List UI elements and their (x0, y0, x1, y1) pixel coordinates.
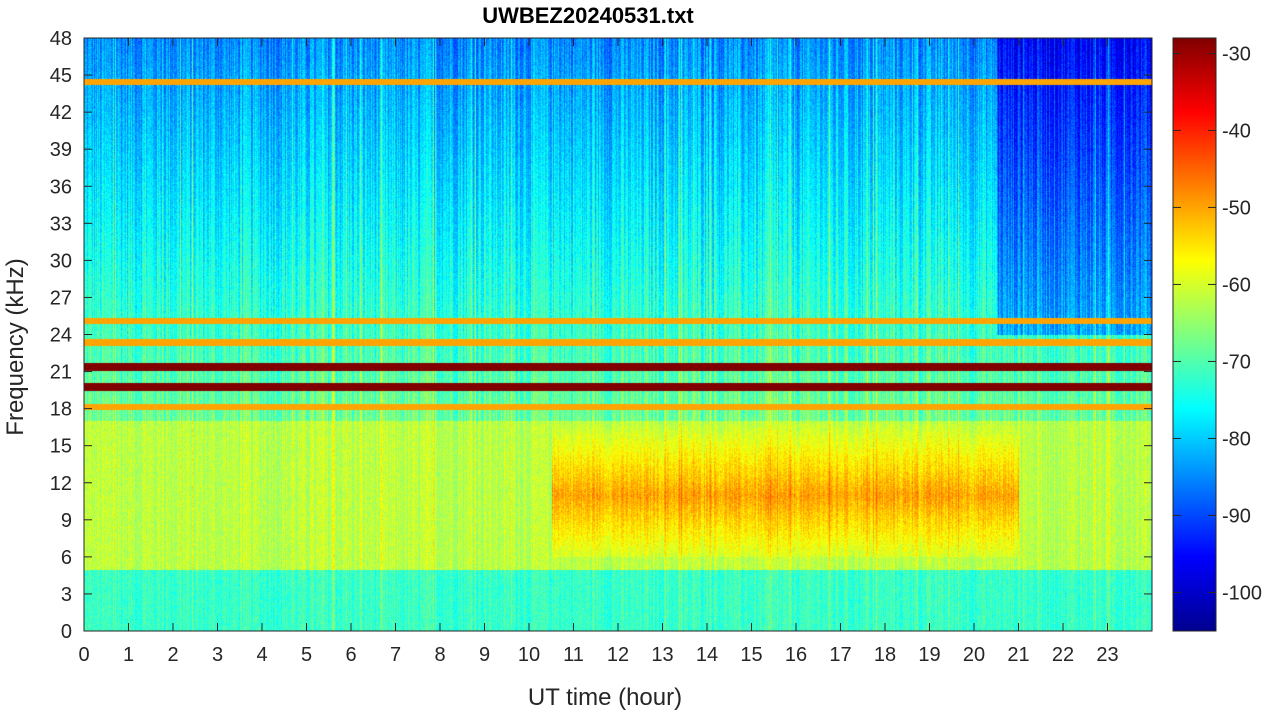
y-tick-label: 15 (50, 436, 72, 458)
x-tick-label: 0 (78, 644, 89, 666)
x-tick-label: 14 (696, 644, 718, 666)
plot-area (83, 37, 1153, 632)
x-tick-label: 12 (607, 644, 629, 666)
colorbar-tick-label: -70 (1222, 351, 1251, 373)
colorbar-tick-label: -30 (1222, 43, 1251, 65)
colorbar-gradient (1173, 38, 1216, 631)
y-tick-label: 21 (50, 362, 72, 384)
colorbar-frame (1172, 37, 1217, 632)
colorbar-tick-label: -60 (1222, 274, 1251, 296)
x-axis-title: UT time (hour) (528, 684, 682, 711)
x-tick-label: 7 (390, 644, 401, 666)
x-tick-label: 13 (651, 644, 673, 666)
x-tick-label: 1 (123, 644, 134, 666)
x-tick-label: 9 (479, 644, 490, 666)
x-tick-label: 19 (918, 644, 940, 666)
x-tick-label: 21 (1007, 644, 1029, 666)
x-tick-label: 10 (518, 644, 540, 666)
y-tick-label: 27 (50, 287, 72, 309)
colorbar: -30 -40 -50 -60 -70 -80 -90 -100 (1172, 37, 1262, 632)
chart-title: UWBEZ20240531.txt (482, 3, 694, 28)
y-tick-label: 39 (50, 139, 72, 161)
x-tick-label: 11 (563, 644, 584, 666)
x-tick-label: 17 (829, 644, 851, 666)
y-tick-label: 18 (50, 399, 72, 421)
y-axis-title: Frequency (kHz) (2, 258, 29, 435)
y-tick-label: 3 (61, 584, 72, 606)
x-axis: 0 1 2 3 4 5 6 7 8 9 10 11 12 13 14 15 16 17 18 19 20 21 22 23 (78, 38, 1119, 666)
x-tick-label: 20 (963, 644, 985, 666)
spectrogram-heatmap (84, 38, 1152, 631)
colorbar-tick-label: -100 (1222, 582, 1262, 604)
colorbar-tick-label: -50 (1222, 197, 1251, 219)
y-tick-label: 45 (50, 65, 72, 87)
x-tick-label: 15 (740, 644, 762, 666)
y-tick-label: 9 (61, 510, 72, 532)
x-tick-label: 8 (434, 644, 445, 666)
colorbar-tick-label: -90 (1222, 505, 1251, 527)
x-tick-label: 16 (785, 644, 807, 666)
x-tick-label: 6 (345, 644, 356, 666)
y-tick-label: 33 (50, 213, 72, 235)
x-tick-label: 23 (1096, 644, 1118, 666)
x-tick-label: 18 (874, 644, 896, 666)
y-tick-label: 12 (50, 473, 72, 495)
y-tick-label: 24 (50, 325, 72, 347)
y-tick-label: 30 (50, 250, 72, 272)
y-tick-label: 42 (50, 102, 72, 124)
x-tick-label: 22 (1052, 644, 1074, 666)
y-tick-label: 6 (61, 547, 72, 569)
y-tick-label: 0 (61, 621, 72, 643)
y-tick-label: 36 (50, 176, 72, 198)
x-tick-label: 5 (301, 644, 312, 666)
x-tick-label: 3 (212, 644, 223, 666)
y-tick-label: 48 (50, 28, 72, 50)
colorbar-tick-label: -80 (1222, 428, 1251, 450)
colorbar-tick-label: -40 (1222, 120, 1251, 142)
x-tick-label: 2 (167, 644, 178, 666)
x-tick-label: 4 (256, 644, 267, 666)
